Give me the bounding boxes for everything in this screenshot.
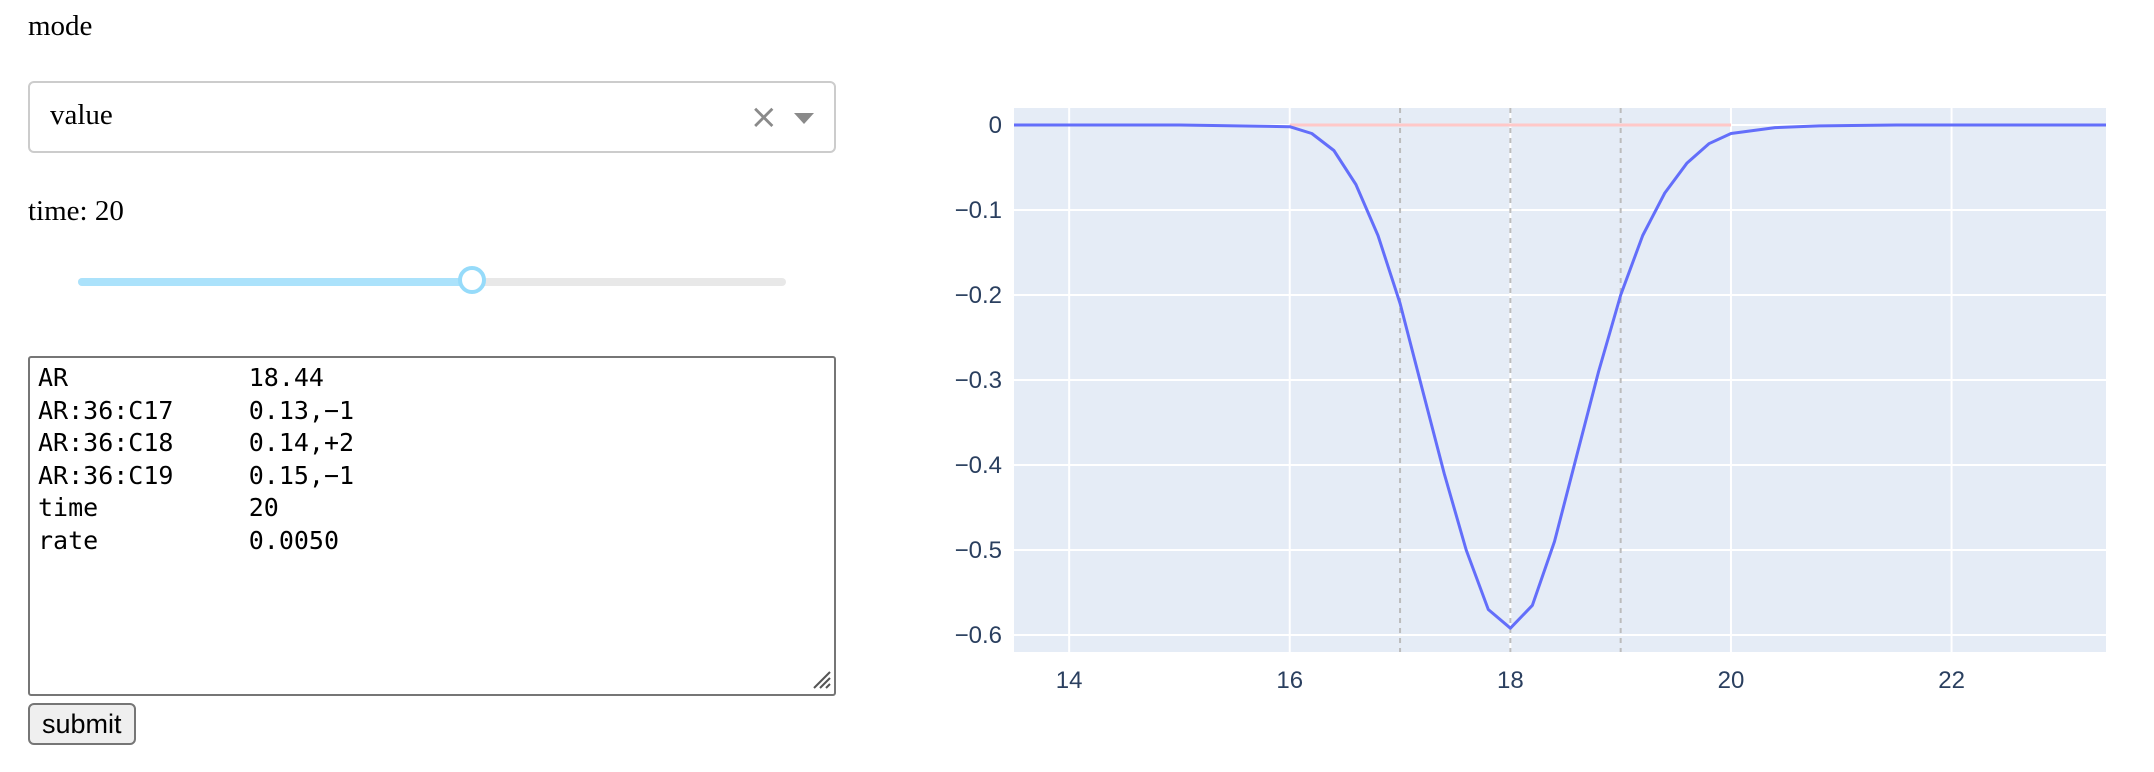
x-tick-label: 22 — [1938, 667, 1965, 690]
y-tick-label: 0 — [989, 112, 1002, 139]
y-tick-label: −0.4 — [955, 452, 1002, 479]
time-slider-handle[interactable] — [457, 266, 486, 294]
time-slider-fill — [78, 278, 472, 286]
clear-icon[interactable]: × — [749, 97, 779, 137]
y-tick-label: −0.1 — [955, 197, 1002, 224]
mode-label: mode — [28, 10, 93, 42]
chevron-down-icon[interactable] — [794, 113, 814, 124]
submit-button[interactable]: submit — [28, 703, 136, 745]
y-tick-label: −0.2 — [955, 282, 1002, 309]
series-line — [1014, 123, 2106, 630]
x-tick-label: 18 — [1497, 667, 1524, 690]
y-tick-label: −0.5 — [955, 537, 1002, 564]
parameters-textarea[interactable] — [28, 356, 836, 696]
y-tick-label: −0.3 — [955, 367, 1002, 394]
time-label: time: 20 — [28, 195, 124, 227]
x-tick-label: 20 — [1718, 667, 1745, 690]
resize-grip-icon[interactable] — [810, 668, 832, 690]
mode-selected-value: value — [50, 99, 113, 131]
y-tick-label: −0.6 — [955, 622, 1002, 649]
mode-dropdown[interactable]: value × — [28, 81, 836, 153]
x-tick-label: 14 — [1056, 667, 1083, 690]
x-tick-label: 16 — [1276, 667, 1303, 690]
line-chart: 14 16 18 20 22 0 −0.1 −0.2 −0.3 −0.4 −0.5 −0.6 — [955, 108, 2106, 690]
time-slider-track[interactable] — [78, 278, 786, 286]
